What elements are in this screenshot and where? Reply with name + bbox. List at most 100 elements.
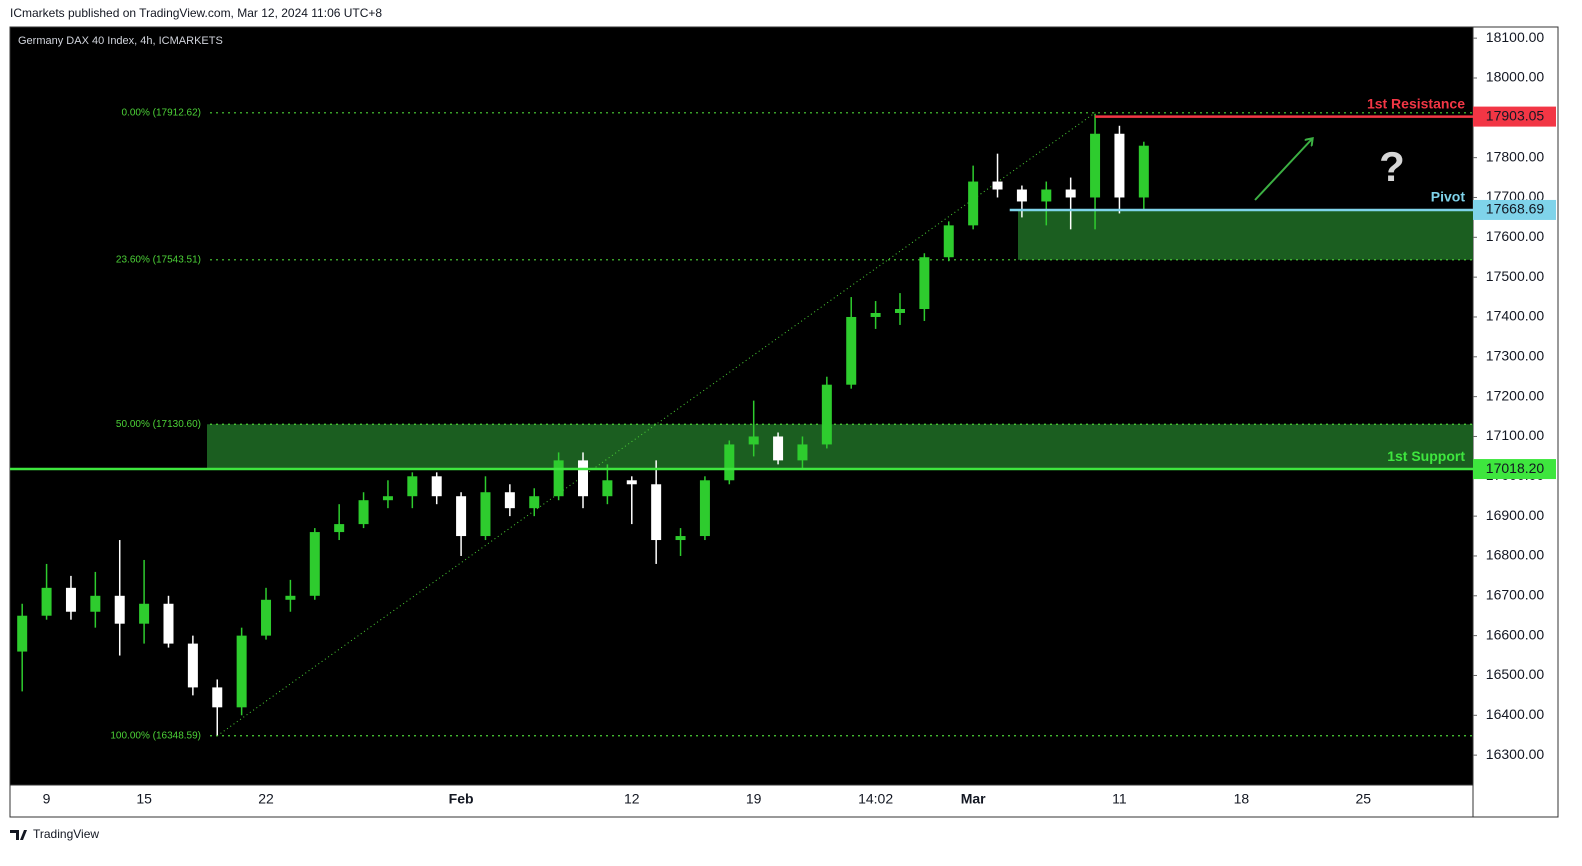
level-name: Pivot <box>1431 189 1466 205</box>
chart-pane <box>9 26 1559 818</box>
candle-body <box>309 532 320 596</box>
candle-body <box>626 480 637 485</box>
x-tick-label: 12 <box>624 791 640 807</box>
price-tag <box>1473 106 1556 127</box>
candle-body <box>675 536 686 541</box>
price-axis <box>1472 26 1559 818</box>
candle-body <box>1016 189 1027 202</box>
candle-body <box>699 480 710 537</box>
candle-body <box>456 496 467 537</box>
x-tick-label: Feb <box>449 791 474 807</box>
y-tick-label: 18000.00 <box>1486 69 1545 85</box>
fib-label: 100.00% (16348.59) <box>110 730 201 741</box>
price-tag-label: 17018.20 <box>1486 460 1545 476</box>
y-tick-label: 17600.00 <box>1486 228 1545 244</box>
candle-body <box>382 496 393 501</box>
y-tick-label: 18100.00 <box>1486 29 1545 45</box>
candle-body <box>651 484 662 541</box>
candle-body <box>724 444 735 481</box>
x-tick-label: 22 <box>258 791 274 807</box>
candle-body <box>797 444 808 461</box>
time-axis <box>9 784 1474 818</box>
candle-body <box>407 476 418 497</box>
arrow <box>1254 139 1312 201</box>
candle-body <box>992 181 1003 190</box>
candle-body <box>236 635 247 708</box>
candle-body <box>90 595 101 612</box>
y-tick-label: 17100.00 <box>1486 427 1545 443</box>
x-tick-label: 19 <box>746 791 762 807</box>
candle-body <box>17 615 28 652</box>
candle-body <box>553 460 564 497</box>
y-tick-label: 17300.00 <box>1486 348 1545 364</box>
candle-body <box>748 436 759 445</box>
chart-title: Germany DAX 40 Index, 4h, ICMARKETS <box>18 35 223 47</box>
y-tick-label: 16300.00 <box>1486 746 1545 762</box>
x-tick-label: Mar <box>961 791 986 807</box>
y-tick-label: 16400.00 <box>1486 706 1545 722</box>
candle-body <box>1090 133 1101 198</box>
candle-body <box>285 595 296 600</box>
candle-body <box>358 500 369 525</box>
x-tick-label: 14:02 <box>858 791 893 807</box>
candle-body <box>1041 189 1052 202</box>
y-tick-label: 16800.00 <box>1486 547 1545 563</box>
candle-body <box>894 309 905 313</box>
candle-body <box>334 524 345 533</box>
candle-body <box>529 496 540 509</box>
price-tag-label: 17668.69 <box>1486 201 1545 217</box>
candle-body <box>41 587 52 616</box>
candle-body <box>187 643 198 688</box>
candle-body <box>1065 189 1076 198</box>
candle-body <box>480 492 491 537</box>
candle-body <box>431 476 442 497</box>
candle-body <box>212 687 223 708</box>
level-name: 1st Resistance <box>1367 95 1465 111</box>
candle-body <box>968 181 979 226</box>
candle-body <box>504 492 515 509</box>
x-tick-label: 11 <box>1112 791 1127 807</box>
y-tick-label: 16600.00 <box>1486 626 1545 642</box>
candle-body <box>1114 133 1125 198</box>
plot: 16300.00 16400.00 16500.00 16600.00 16700.00… <box>9 26 1559 818</box>
y-tick-label: 16500.00 <box>1486 666 1545 682</box>
candle-body <box>919 257 930 310</box>
candle-body <box>163 603 174 644</box>
question-mark: ? <box>1379 143 1405 190</box>
candle-body <box>602 480 613 497</box>
publisher: ICmarkets published on TradingView.com, … <box>10 6 382 20</box>
candle-body <box>578 460 589 497</box>
fib-label: 23.60% (17543.51) <box>116 254 201 265</box>
x-tick-label: 18 <box>1234 791 1250 807</box>
candle-body <box>114 595 125 624</box>
fib-label: 0.00% (17912.62) <box>121 107 201 118</box>
candle-body <box>870 312 881 317</box>
y-tick-label: 16900.00 <box>1486 507 1545 523</box>
candle-body <box>773 436 784 461</box>
zone <box>1018 209 1473 260</box>
zone <box>207 424 1473 470</box>
candle-body <box>846 316 857 385</box>
price-tag <box>1473 199 1556 220</box>
candle-body <box>943 225 954 258</box>
x-tick-label: 25 <box>1355 791 1371 807</box>
y-tick-label: 17200.00 <box>1486 387 1545 403</box>
level-name: 1st Support <box>1387 448 1465 464</box>
y-tick-label: 17400.00 <box>1486 308 1545 324</box>
footer-logo <box>10 830 27 840</box>
candle-body <box>261 599 272 636</box>
y-tick-label: 17800.00 <box>1486 148 1545 164</box>
candle-body <box>65 587 76 612</box>
y-tick-label: 16700.00 <box>1486 587 1545 603</box>
x-tick-label: 9 <box>43 791 51 807</box>
price-tag <box>1473 459 1556 480</box>
x-tick-label: 15 <box>136 791 152 807</box>
candle-body <box>821 384 832 445</box>
y-tick-label: 17500.00 <box>1486 268 1545 284</box>
candle-body <box>139 603 150 624</box>
footer: TradingView <box>33 827 99 841</box>
candle-body <box>1138 145 1149 198</box>
fib-label: 50.00% (17130.60) <box>116 419 201 430</box>
